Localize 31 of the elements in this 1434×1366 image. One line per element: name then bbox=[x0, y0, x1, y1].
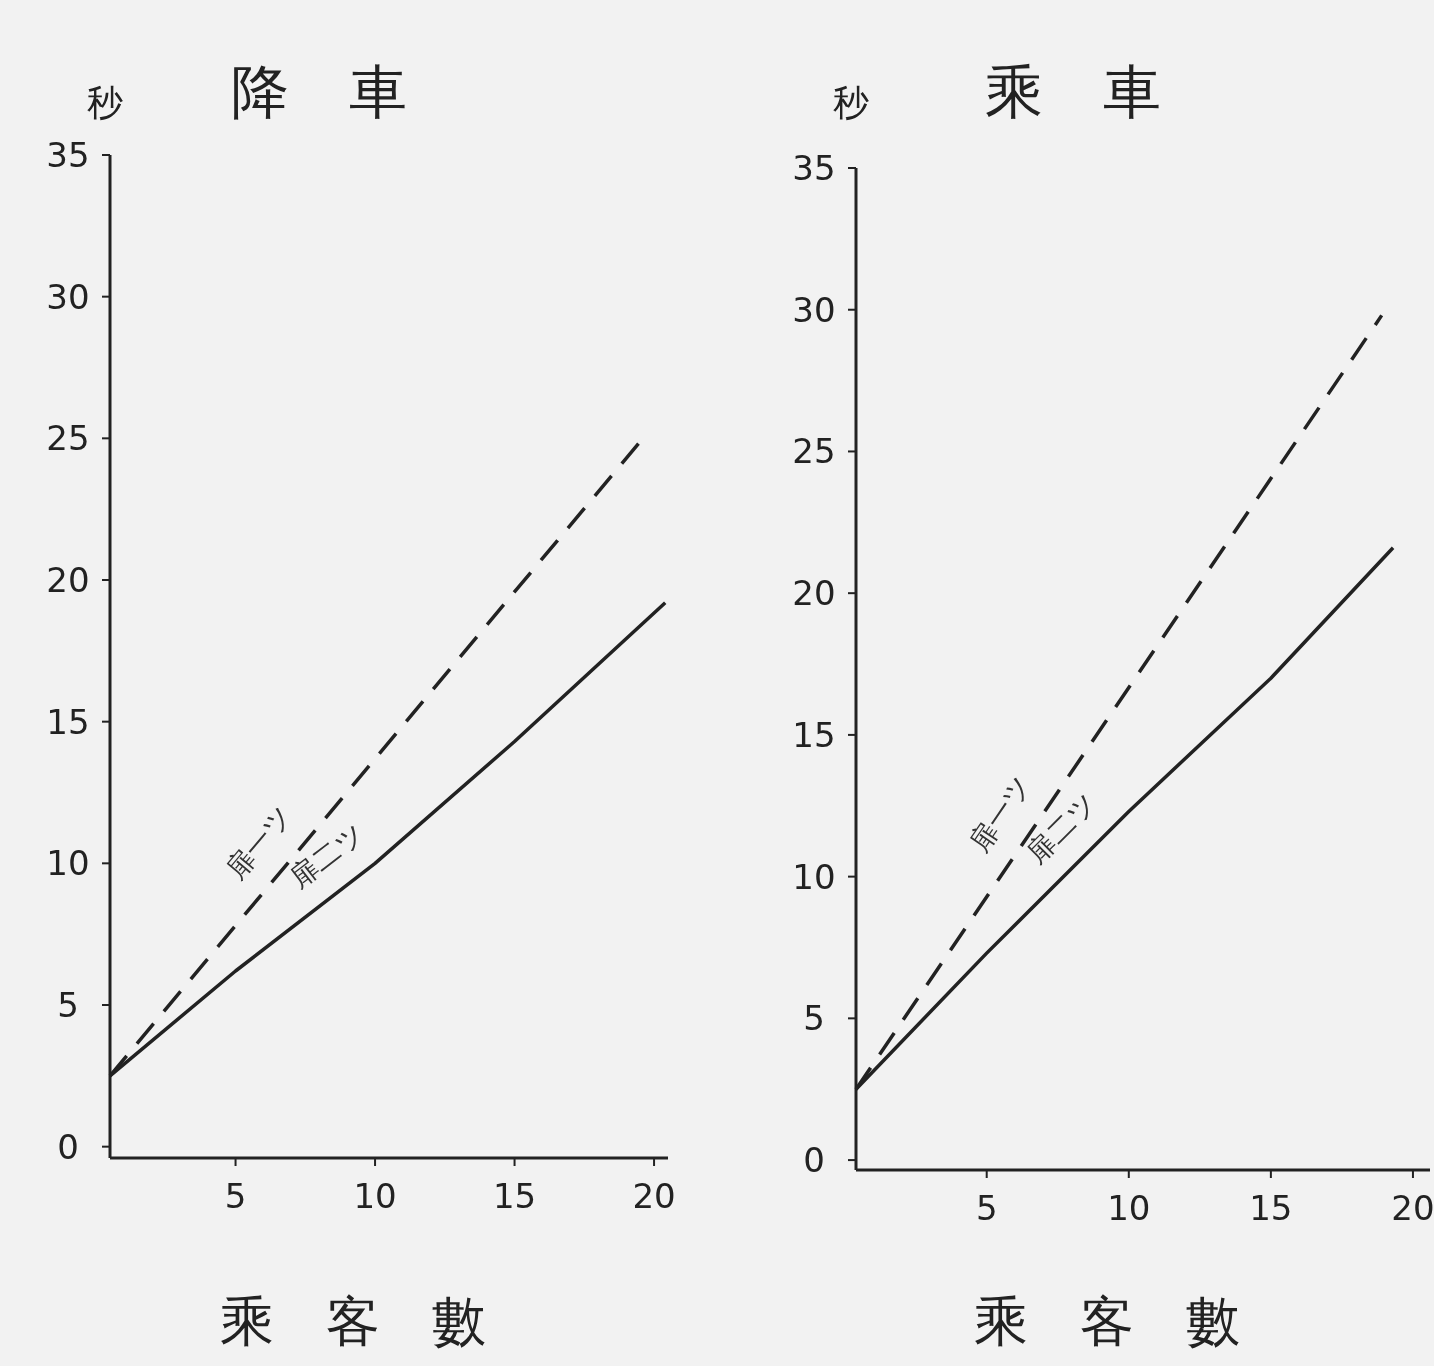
y-tick-label: 0 bbox=[57, 1126, 79, 1167]
y-tick-label: 15 bbox=[792, 714, 836, 755]
y-tick-label: 25 bbox=[46, 418, 90, 459]
x-axis-title: 乘客數 bbox=[974, 1290, 1292, 1353]
x-tick-label: 20 bbox=[632, 1176, 676, 1216]
y-tick-label: 5 bbox=[57, 985, 79, 1025]
x-tick-label: 20 bbox=[1391, 1188, 1434, 1228]
chart-title: 乘車 bbox=[985, 58, 1221, 126]
x-tick-label: 15 bbox=[1249, 1188, 1293, 1228]
y-tick-label: 25 bbox=[792, 431, 836, 472]
y-axis-title: 秒 bbox=[87, 82, 123, 123]
x-tick-label: 5 bbox=[224, 1176, 247, 1216]
x-tick-label: 10 bbox=[353, 1176, 397, 1216]
x-tick-label: 15 bbox=[492, 1176, 537, 1216]
y-tick-label: 35 bbox=[792, 148, 836, 188]
y-tick-label: 35 bbox=[46, 135, 90, 175]
x-tick-label: 5 bbox=[975, 1188, 998, 1228]
y-tick-label: 30 bbox=[792, 289, 836, 330]
y-tick-label: 10 bbox=[46, 843, 90, 884]
y-tick-label: 20 bbox=[792, 573, 836, 614]
y-tick-label: 15 bbox=[46, 701, 90, 742]
y-tick-label: 10 bbox=[792, 856, 836, 897]
y-tick-label: 0 bbox=[803, 1140, 825, 1181]
chart-title: 降車 bbox=[231, 58, 467, 126]
x-axis-title: 乘客數 bbox=[220, 1290, 538, 1353]
y-tick-label: 5 bbox=[803, 998, 825, 1039]
x-tick-label: 10 bbox=[1107, 1188, 1151, 1228]
y-tick-label: 20 bbox=[46, 560, 90, 600]
y-tick-label: 30 bbox=[46, 276, 90, 317]
y-axis-title: 秒 bbox=[833, 82, 869, 123]
text: 扉二ツ bbox=[283, 816, 371, 895]
